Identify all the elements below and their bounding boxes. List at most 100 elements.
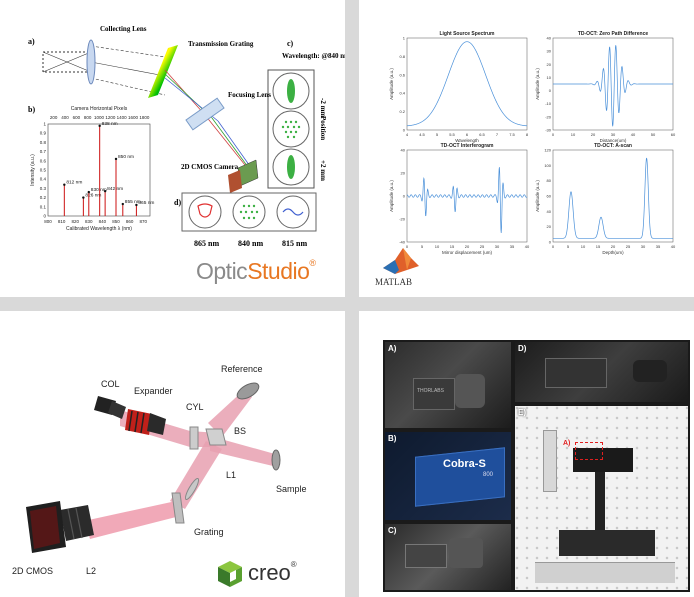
label-b: b) xyxy=(28,105,35,114)
matlab-x-tick: 4.5 xyxy=(419,132,425,137)
spectrum-top-tick: 200 xyxy=(50,115,58,120)
pos-minus-label: -2 mm xyxy=(319,98,327,117)
matlab-y-tick: 20 xyxy=(401,171,406,176)
thorlabs-camera xyxy=(413,378,455,410)
optics-part xyxy=(449,538,483,568)
highlight-box xyxy=(575,442,603,460)
bs-cube-shape xyxy=(205,428,227,446)
matlab-plot-3: TD-OCT Interferogram 0 5 10 15 20 25 30 35 40 -40 -… xyxy=(389,143,530,255)
table-surface xyxy=(535,562,675,583)
photo-label-c: C) xyxy=(388,526,397,535)
spectrum-peak-marker xyxy=(82,196,85,199)
transmission-grating-shape xyxy=(148,45,178,98)
spot-circle xyxy=(188,195,222,229)
zemax-diagram: a) b) c) d) Collecting Lens Transmission… xyxy=(28,25,345,248)
spectrum-peak-marker xyxy=(87,190,91,194)
matlab-y-tick: -10 xyxy=(545,101,552,106)
col-objective xyxy=(94,396,126,419)
spot-pattern xyxy=(282,208,304,216)
spectrum-peak-label: 812 nm xyxy=(66,180,82,186)
matlab-x-tick: 25 xyxy=(480,244,485,249)
spectrum-top-tick: 400 xyxy=(61,115,69,120)
cyl-lens-shape xyxy=(189,426,199,450)
matlab-x-tick: 5.5 xyxy=(449,132,455,137)
spectrum-y-tick: 0.2 xyxy=(40,195,47,200)
matlab-x-tick: 7.5 xyxy=(509,132,515,137)
matlab-y-tick: 100 xyxy=(544,163,551,168)
optics-part xyxy=(405,544,447,568)
grating-label: Transmission Grating xyxy=(188,40,254,48)
matlab-ylabel: Amplitude (a.u.) xyxy=(535,68,540,100)
matlab-membrane-icon xyxy=(383,248,419,274)
matlab-curve xyxy=(406,41,528,127)
matlab-curve xyxy=(406,167,528,233)
mount-part xyxy=(455,374,485,408)
grating-shape xyxy=(171,492,185,524)
spot-pattern xyxy=(287,155,295,179)
expander-shape xyxy=(125,409,166,435)
wl-840-label: 840 nm xyxy=(238,239,263,248)
spectrum-y-tick: 0.3 xyxy=(40,186,47,191)
spectrum-peak-marker xyxy=(63,183,66,186)
spectrum-peak-label: 855 nm xyxy=(125,199,141,205)
photo-label-a: A) xyxy=(388,344,397,353)
focusing-lens-label: Focusing Lens xyxy=(228,91,271,99)
matlab-x-tick: 5 xyxy=(436,132,439,137)
spectrum-top-tick: 600 xyxy=(73,115,81,120)
matlab-y-tick: -30 xyxy=(545,128,552,133)
photo-b: Cobra-S 800 B) xyxy=(385,432,511,520)
creo-cube-icon xyxy=(218,561,242,587)
ray-line xyxy=(90,45,166,58)
matlab-plot-title: TD-OCT Interferogram xyxy=(441,143,494,149)
spectrum-top-tick: 1200 xyxy=(105,115,116,120)
spectrum-x-tick: 850 xyxy=(112,219,120,224)
matlab-x-tick: 5 xyxy=(567,244,570,249)
matlab-plot-4: TD-OCT: A-scan 0 5 10 15 20 25 30 35 40 0 20 40 60 80 1… xyxy=(535,143,676,255)
sample-label: Sample xyxy=(276,484,307,494)
wl-815-label: 815 nm xyxy=(282,239,307,248)
l1-label: L1 xyxy=(226,470,236,480)
matlab-y-tick: 20 xyxy=(547,62,552,67)
dispersed-rays xyxy=(164,69,253,170)
cobra-text: Cobra-S xyxy=(443,458,486,470)
photo-label-b: B) xyxy=(388,434,397,443)
chin-rest xyxy=(543,430,557,492)
spectrum-y-tick: 0.7 xyxy=(40,149,47,154)
cobra-sub-text: 800 xyxy=(483,472,494,478)
ray-line xyxy=(211,117,249,168)
cyl-label: CYL xyxy=(186,402,204,412)
spectrum-x-tick: 830 xyxy=(85,219,93,224)
matlab-y-tick: 0 xyxy=(403,194,406,199)
spectrum-x-tick: 870 xyxy=(139,219,147,224)
spot-circle xyxy=(232,195,266,229)
l1-lens-shape xyxy=(184,478,200,500)
matlab-y-tick: 0 xyxy=(549,88,552,93)
spot-pattern xyxy=(281,120,301,139)
creo-panel: COL Expander CYL Reference BS L1 Sample … xyxy=(0,311,345,597)
photo-e: A) E) xyxy=(515,406,688,590)
spectrum-y-tick: 0.5 xyxy=(40,168,47,173)
matlab-x-tick: 5 xyxy=(421,244,424,249)
ray-line xyxy=(42,51,92,73)
spot-diagrams xyxy=(272,72,310,186)
focusing-lens-shape xyxy=(185,97,225,131)
matlab-y-tick: 60 xyxy=(547,194,552,199)
spectrum-peak-label: 842 nm xyxy=(107,186,123,192)
spectrum-peak-label: 865 nm xyxy=(138,200,154,206)
spectrum-top-tick: 1600 xyxy=(128,115,139,120)
matlab-y-tick: -20 xyxy=(399,217,406,222)
wl-865-label: 865 nm xyxy=(194,239,219,248)
photo-label-d: D) xyxy=(518,344,527,353)
collecting-lens-label: Collecting Lens xyxy=(100,25,147,33)
matlab-plot-1: Light Source Spectrum 4 4.5 5 5.5 6 6.5 7 7.5 8 0 0… xyxy=(389,31,529,143)
matlab-x-tick: 30 xyxy=(641,244,646,249)
spot-pattern xyxy=(287,79,295,103)
bs-label: BS xyxy=(234,426,246,436)
matlab-y-tick: 0.8 xyxy=(399,54,405,59)
spectrum-peak-label: 830 nm xyxy=(91,187,107,193)
creo-wordmark: creo xyxy=(248,560,291,585)
spot-circle xyxy=(272,110,310,148)
matlab-y-tick: 40 xyxy=(547,209,552,214)
reference-label: Reference xyxy=(221,364,263,374)
logo-reg: ® xyxy=(309,258,316,268)
